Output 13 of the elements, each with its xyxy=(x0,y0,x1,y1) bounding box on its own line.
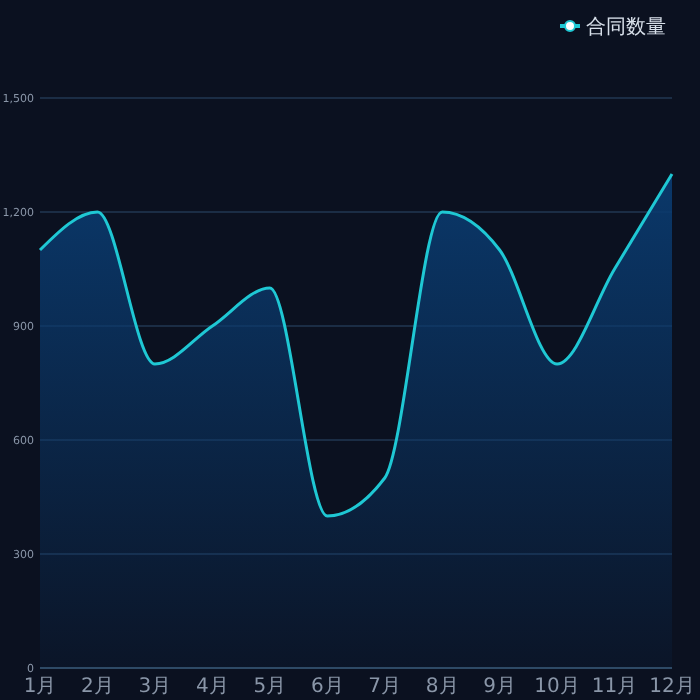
x-tick-label: 7月 xyxy=(368,676,402,698)
x-tick-label: 12月 xyxy=(649,676,695,698)
x-tick-label: 2月 xyxy=(81,676,114,698)
x-tick-label: 11月 xyxy=(591,676,638,698)
x-tick-label: 1月 xyxy=(23,676,57,698)
legend-label: 合同数量 xyxy=(586,15,666,39)
x-tick-label: 3月 xyxy=(138,676,172,698)
x-tick-label: 9月 xyxy=(483,676,517,698)
x-tick-label: 6月 xyxy=(310,676,344,698)
x-tick-label: 8月 xyxy=(425,676,459,698)
x-tick-label: 10月 xyxy=(534,676,580,698)
x-tick-label: 4月 xyxy=(195,676,229,698)
x-tick-label: 5月 xyxy=(253,676,287,698)
